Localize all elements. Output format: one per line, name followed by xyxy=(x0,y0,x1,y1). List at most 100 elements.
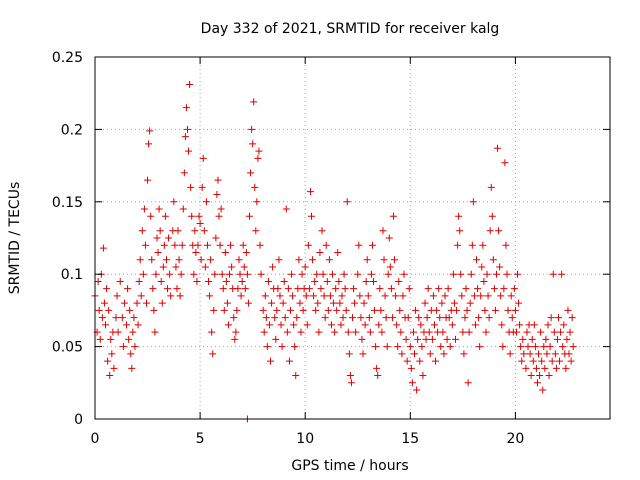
data-point xyxy=(158,299,166,307)
data-point xyxy=(256,241,264,249)
data-point xyxy=(324,306,332,314)
data-point xyxy=(356,292,364,300)
data-point xyxy=(201,263,209,271)
data-point xyxy=(269,263,277,271)
data-point xyxy=(458,292,466,300)
data-point xyxy=(275,256,283,264)
data-point xyxy=(285,357,293,365)
data-point xyxy=(456,227,464,235)
data-point xyxy=(469,198,477,206)
data-point xyxy=(536,372,544,380)
data-point xyxy=(254,154,262,162)
data-point xyxy=(102,321,110,329)
data-point xyxy=(404,314,412,322)
data-point xyxy=(436,314,444,322)
data-point xyxy=(433,306,441,314)
data-point xyxy=(486,227,494,235)
data-point xyxy=(340,270,348,278)
data-point xyxy=(284,285,292,293)
y-tick-label: 0.2 xyxy=(61,122,83,138)
data-point xyxy=(560,321,568,329)
data-point xyxy=(178,241,186,249)
data-point xyxy=(567,357,575,365)
data-point xyxy=(361,321,369,329)
data-point xyxy=(448,321,456,329)
data-point xyxy=(196,220,204,228)
data-point xyxy=(555,314,562,322)
data-point xyxy=(422,335,430,343)
data-point xyxy=(130,314,138,322)
data-point xyxy=(379,227,387,235)
data-point xyxy=(518,357,526,365)
data-point xyxy=(255,147,263,155)
data-point xyxy=(193,277,201,285)
data-point xyxy=(373,364,381,372)
data-point xyxy=(131,343,139,351)
data-point xyxy=(322,241,330,249)
data-point xyxy=(557,328,565,336)
data-point xyxy=(134,321,142,329)
data-point xyxy=(498,321,506,329)
data-point xyxy=(444,285,452,293)
data-point xyxy=(148,256,156,264)
data-point xyxy=(393,321,401,329)
data-point xyxy=(426,350,434,358)
data-point xyxy=(208,328,216,336)
data-point xyxy=(385,234,393,242)
data-point xyxy=(160,241,168,249)
data-point xyxy=(316,248,324,256)
data-point xyxy=(350,285,358,293)
data-point xyxy=(250,98,258,106)
data-point xyxy=(453,306,461,314)
data-point xyxy=(363,256,371,264)
data-point xyxy=(248,125,256,133)
data-point xyxy=(147,212,155,220)
data-point xyxy=(397,328,405,336)
data-point xyxy=(213,191,221,199)
data-point xyxy=(546,343,554,351)
data-point xyxy=(568,314,576,322)
data-point xyxy=(558,270,566,278)
x-tick-label: 0 xyxy=(91,431,100,447)
data-point xyxy=(395,277,403,285)
data-point xyxy=(520,350,528,358)
data-point xyxy=(203,241,211,249)
data-point xyxy=(259,306,267,314)
data-point xyxy=(318,227,326,235)
data-point xyxy=(372,343,380,351)
data-point xyxy=(439,328,447,336)
data-point xyxy=(419,372,427,380)
data-point xyxy=(135,277,143,285)
data-point xyxy=(233,306,241,314)
data-point xyxy=(514,270,522,278)
data-point xyxy=(479,241,487,249)
data-point xyxy=(176,292,184,300)
data-point xyxy=(544,321,552,329)
data-point xyxy=(488,212,496,220)
data-point xyxy=(98,314,106,322)
data-point xyxy=(491,306,499,314)
data-points xyxy=(91,81,577,423)
data-point xyxy=(177,270,185,278)
data-point xyxy=(538,357,546,365)
data-point xyxy=(341,285,349,293)
data-point xyxy=(320,292,328,300)
data-point xyxy=(539,386,547,394)
data-point xyxy=(296,299,304,307)
data-point xyxy=(311,277,319,285)
axis-ticks xyxy=(94,56,610,420)
x-tick-label: 5 xyxy=(196,431,205,447)
data-point xyxy=(418,343,426,351)
data-point xyxy=(459,328,467,336)
data-point xyxy=(149,285,157,293)
data-point xyxy=(556,357,564,365)
data-point xyxy=(396,306,404,314)
data-point xyxy=(351,299,359,307)
data-point xyxy=(548,357,556,365)
data-point xyxy=(276,292,284,300)
data-point xyxy=(371,306,379,314)
data-point xyxy=(164,285,172,293)
data-point xyxy=(362,277,370,285)
data-point xyxy=(485,314,493,322)
data-point xyxy=(342,306,350,314)
